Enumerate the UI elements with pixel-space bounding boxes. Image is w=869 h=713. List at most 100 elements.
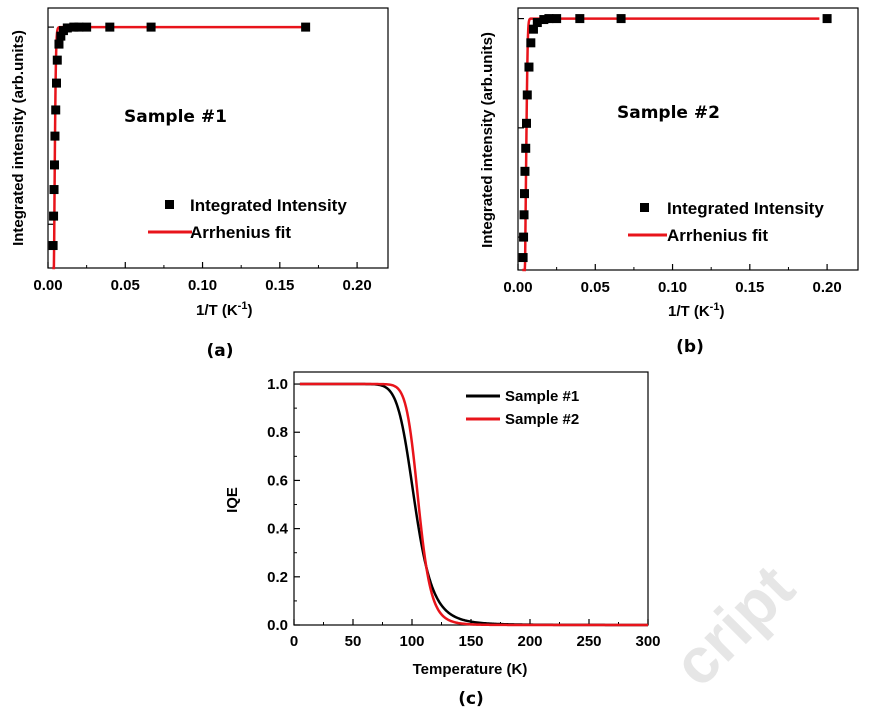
data-point xyxy=(62,23,72,33)
data-point xyxy=(50,131,60,141)
y-tick-label: 1.0 xyxy=(267,376,288,393)
data-point xyxy=(519,232,529,242)
y-tick-label: 0.8 xyxy=(267,424,288,441)
data-point xyxy=(524,62,534,72)
x-tick-label: 100 xyxy=(399,633,424,650)
data-point xyxy=(616,14,626,24)
series-lines xyxy=(299,382,648,627)
panel-a: 0.00 0.05 0.10 0.15 0.20 Sample #1 Integrate… xyxy=(10,7,389,361)
data-point xyxy=(56,31,66,41)
x-tick-label: 0.10 xyxy=(658,279,687,296)
y-tick-label: 0.4 xyxy=(267,521,289,538)
x-axis-title-main: 1/T (K xyxy=(668,303,710,320)
x-tick-label: 0.20 xyxy=(812,279,841,296)
data-point xyxy=(539,15,549,25)
data-point xyxy=(822,14,832,24)
data-points xyxy=(518,14,832,263)
sample-annotation: Sample #1 xyxy=(124,107,227,127)
x-axis-title: 1/T (K-1) xyxy=(668,301,724,320)
data-point xyxy=(51,105,61,115)
plot-frame xyxy=(293,371,649,626)
x-axis-title-close: ) xyxy=(719,303,724,320)
data-point xyxy=(519,189,529,199)
data-point xyxy=(49,160,59,170)
data-point xyxy=(105,22,115,32)
x-tick-label: 0.00 xyxy=(33,277,62,294)
plot-border xyxy=(47,7,389,269)
legend-label-fit: Arrhenius fit xyxy=(190,223,291,242)
x-tick-label: 0.15 xyxy=(265,277,294,294)
legend-marker-points xyxy=(165,200,174,209)
panel-label: (a) xyxy=(206,341,233,361)
x-tick-label: 200 xyxy=(517,633,542,650)
x-tick-label: 0.05 xyxy=(111,277,140,294)
x-axis-title-main: 1/T (K xyxy=(196,302,238,319)
x-tick-label: 0.20 xyxy=(342,277,371,294)
data-point xyxy=(552,14,562,24)
data-points xyxy=(48,22,311,251)
data-point xyxy=(518,253,528,263)
data-point xyxy=(526,38,536,48)
data-point xyxy=(54,39,64,49)
y-tick-label: 0.2 xyxy=(267,569,288,586)
legend-label-sample-1: Sample #1 xyxy=(505,388,579,405)
y-ticks xyxy=(48,26,54,225)
data-point xyxy=(52,78,61,88)
data-point xyxy=(519,210,529,220)
x-tick-label: 150 xyxy=(458,633,483,650)
x-axis-title-superscript: -1 xyxy=(238,300,248,312)
watermark-text: cript xyxy=(659,551,808,700)
x-tick-label: 300 xyxy=(635,633,660,650)
x-tick-label: 250 xyxy=(576,633,601,650)
data-point xyxy=(74,22,84,32)
data-point xyxy=(528,24,538,34)
plot-border xyxy=(293,371,649,626)
x-tick-label: 50 xyxy=(345,633,362,650)
data-point xyxy=(49,211,59,221)
x-tick-label: 0.10 xyxy=(188,277,217,294)
data-point xyxy=(532,18,542,28)
sample-annotation: Sample #2 xyxy=(617,103,720,123)
panel-c: 0 50 100 150 200 250 300 0.0 0.2 0.4 0.6 0.8 1.0 Sa… xyxy=(224,371,661,709)
plot-frame xyxy=(517,7,859,271)
y-axis-title: Integrated intensity (arb.units) xyxy=(479,32,496,248)
x-ticks: 0.00 0.05 0.10 0.15 0.20 xyxy=(503,264,842,296)
legend-marker-points xyxy=(640,203,649,212)
x-axis-title-close: ) xyxy=(247,302,252,319)
y-tick-label: 0.0 xyxy=(267,617,288,634)
x-axis-title-superscript: -1 xyxy=(710,301,720,313)
x-axis-title: 1/T (K-1) xyxy=(196,300,252,319)
data-point xyxy=(521,143,531,153)
panel-b: 0.00 0.05 0.10 0.15 0.20 Sample #2 Integrate… xyxy=(479,7,859,357)
x-ticks: 0.00 0.05 0.10 0.15 0.20 xyxy=(33,262,372,294)
data-point xyxy=(544,14,554,24)
y-axis-title: Integrated intensity (arb.units) xyxy=(10,30,27,246)
x-tick-label: 0.15 xyxy=(735,279,764,296)
legend-label-fit: Arrhenius fit xyxy=(667,226,768,245)
x-tick-label: 0.00 xyxy=(503,279,532,296)
data-point xyxy=(520,166,530,176)
data-point xyxy=(146,22,156,32)
y-ticks: 0.0 0.2 0.4 0.6 0.8 1.0 xyxy=(267,376,300,634)
y-tick-label: 0.6 xyxy=(267,472,288,489)
data-point xyxy=(301,22,311,32)
data-point xyxy=(522,118,531,128)
panel-label: (b) xyxy=(676,337,704,357)
data-point xyxy=(82,22,92,32)
data-point xyxy=(49,185,59,195)
legend-label-points: Integrated Intensity xyxy=(667,199,824,218)
legend-label-sample-2: Sample #2 xyxy=(505,411,579,428)
legend-label-points: Integrated Intensity xyxy=(190,196,347,215)
series-line-2 xyxy=(299,382,648,627)
data-point xyxy=(69,22,79,32)
x-tick-label: 0 xyxy=(290,633,298,650)
data-point xyxy=(575,14,585,24)
plot-frame xyxy=(47,7,389,269)
y-ticks xyxy=(518,17,524,238)
plot-border xyxy=(517,7,859,271)
x-axis-title: Temperature (K) xyxy=(413,661,528,678)
data-point xyxy=(522,90,532,100)
data-point xyxy=(48,241,58,251)
panel-label: (c) xyxy=(458,689,484,709)
